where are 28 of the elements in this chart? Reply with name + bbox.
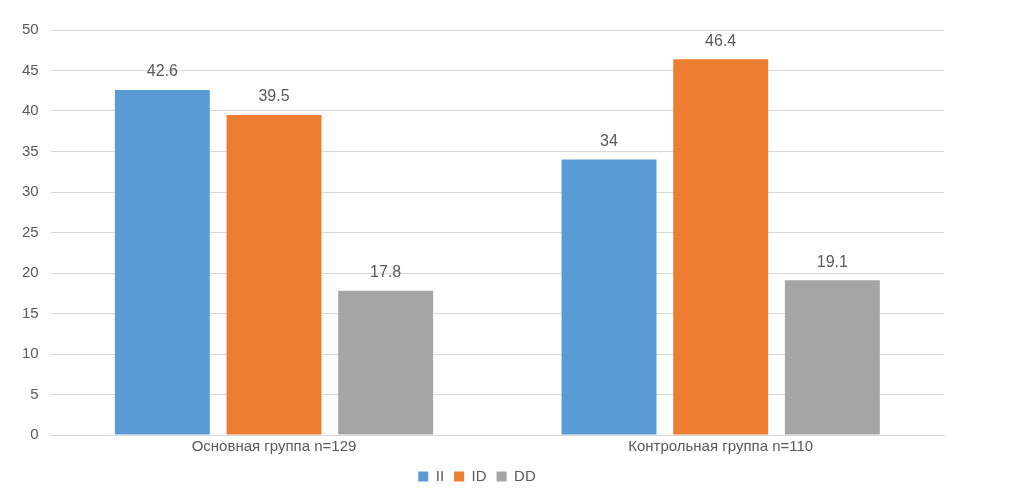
bar: [673, 59, 769, 435]
y-tick-label: 25: [22, 222, 39, 240]
y-tick-label: 20: [22, 263, 39, 281]
legend-label: II: [435, 466, 445, 484]
bar: [784, 280, 880, 435]
data-label: 17.8: [370, 263, 402, 281]
legend-label: DD: [514, 466, 536, 484]
data-label: 46.4: [705, 31, 737, 49]
y-tick-label: 35: [22, 141, 39, 159]
y-tick-label: 10: [22, 344, 39, 362]
x-tick-label: Основная группа n=129: [191, 437, 357, 455]
bar: [226, 115, 322, 435]
y-tick-label: 45: [22, 60, 39, 78]
y-tick-label: 50: [22, 20, 39, 38]
bar: [338, 290, 434, 435]
legend-label: ID: [471, 466, 487, 484]
y-tick-label: 0: [30, 425, 39, 443]
x-tick-label: Контрольная группа n=110: [628, 437, 814, 455]
y-tick-label: 40: [22, 101, 39, 119]
y-tick-label: 5: [30, 384, 39, 402]
data-label: 34: [600, 132, 619, 150]
data-label: 19.1: [816, 252, 849, 270]
data-label: 39.5: [258, 87, 290, 105]
y-tick-label: 30: [22, 182, 39, 200]
bar: [114, 89, 210, 435]
y-tick-label: 15: [22, 303, 39, 321]
data-label: 42.6: [146, 62, 179, 80]
bar: [561, 159, 657, 435]
